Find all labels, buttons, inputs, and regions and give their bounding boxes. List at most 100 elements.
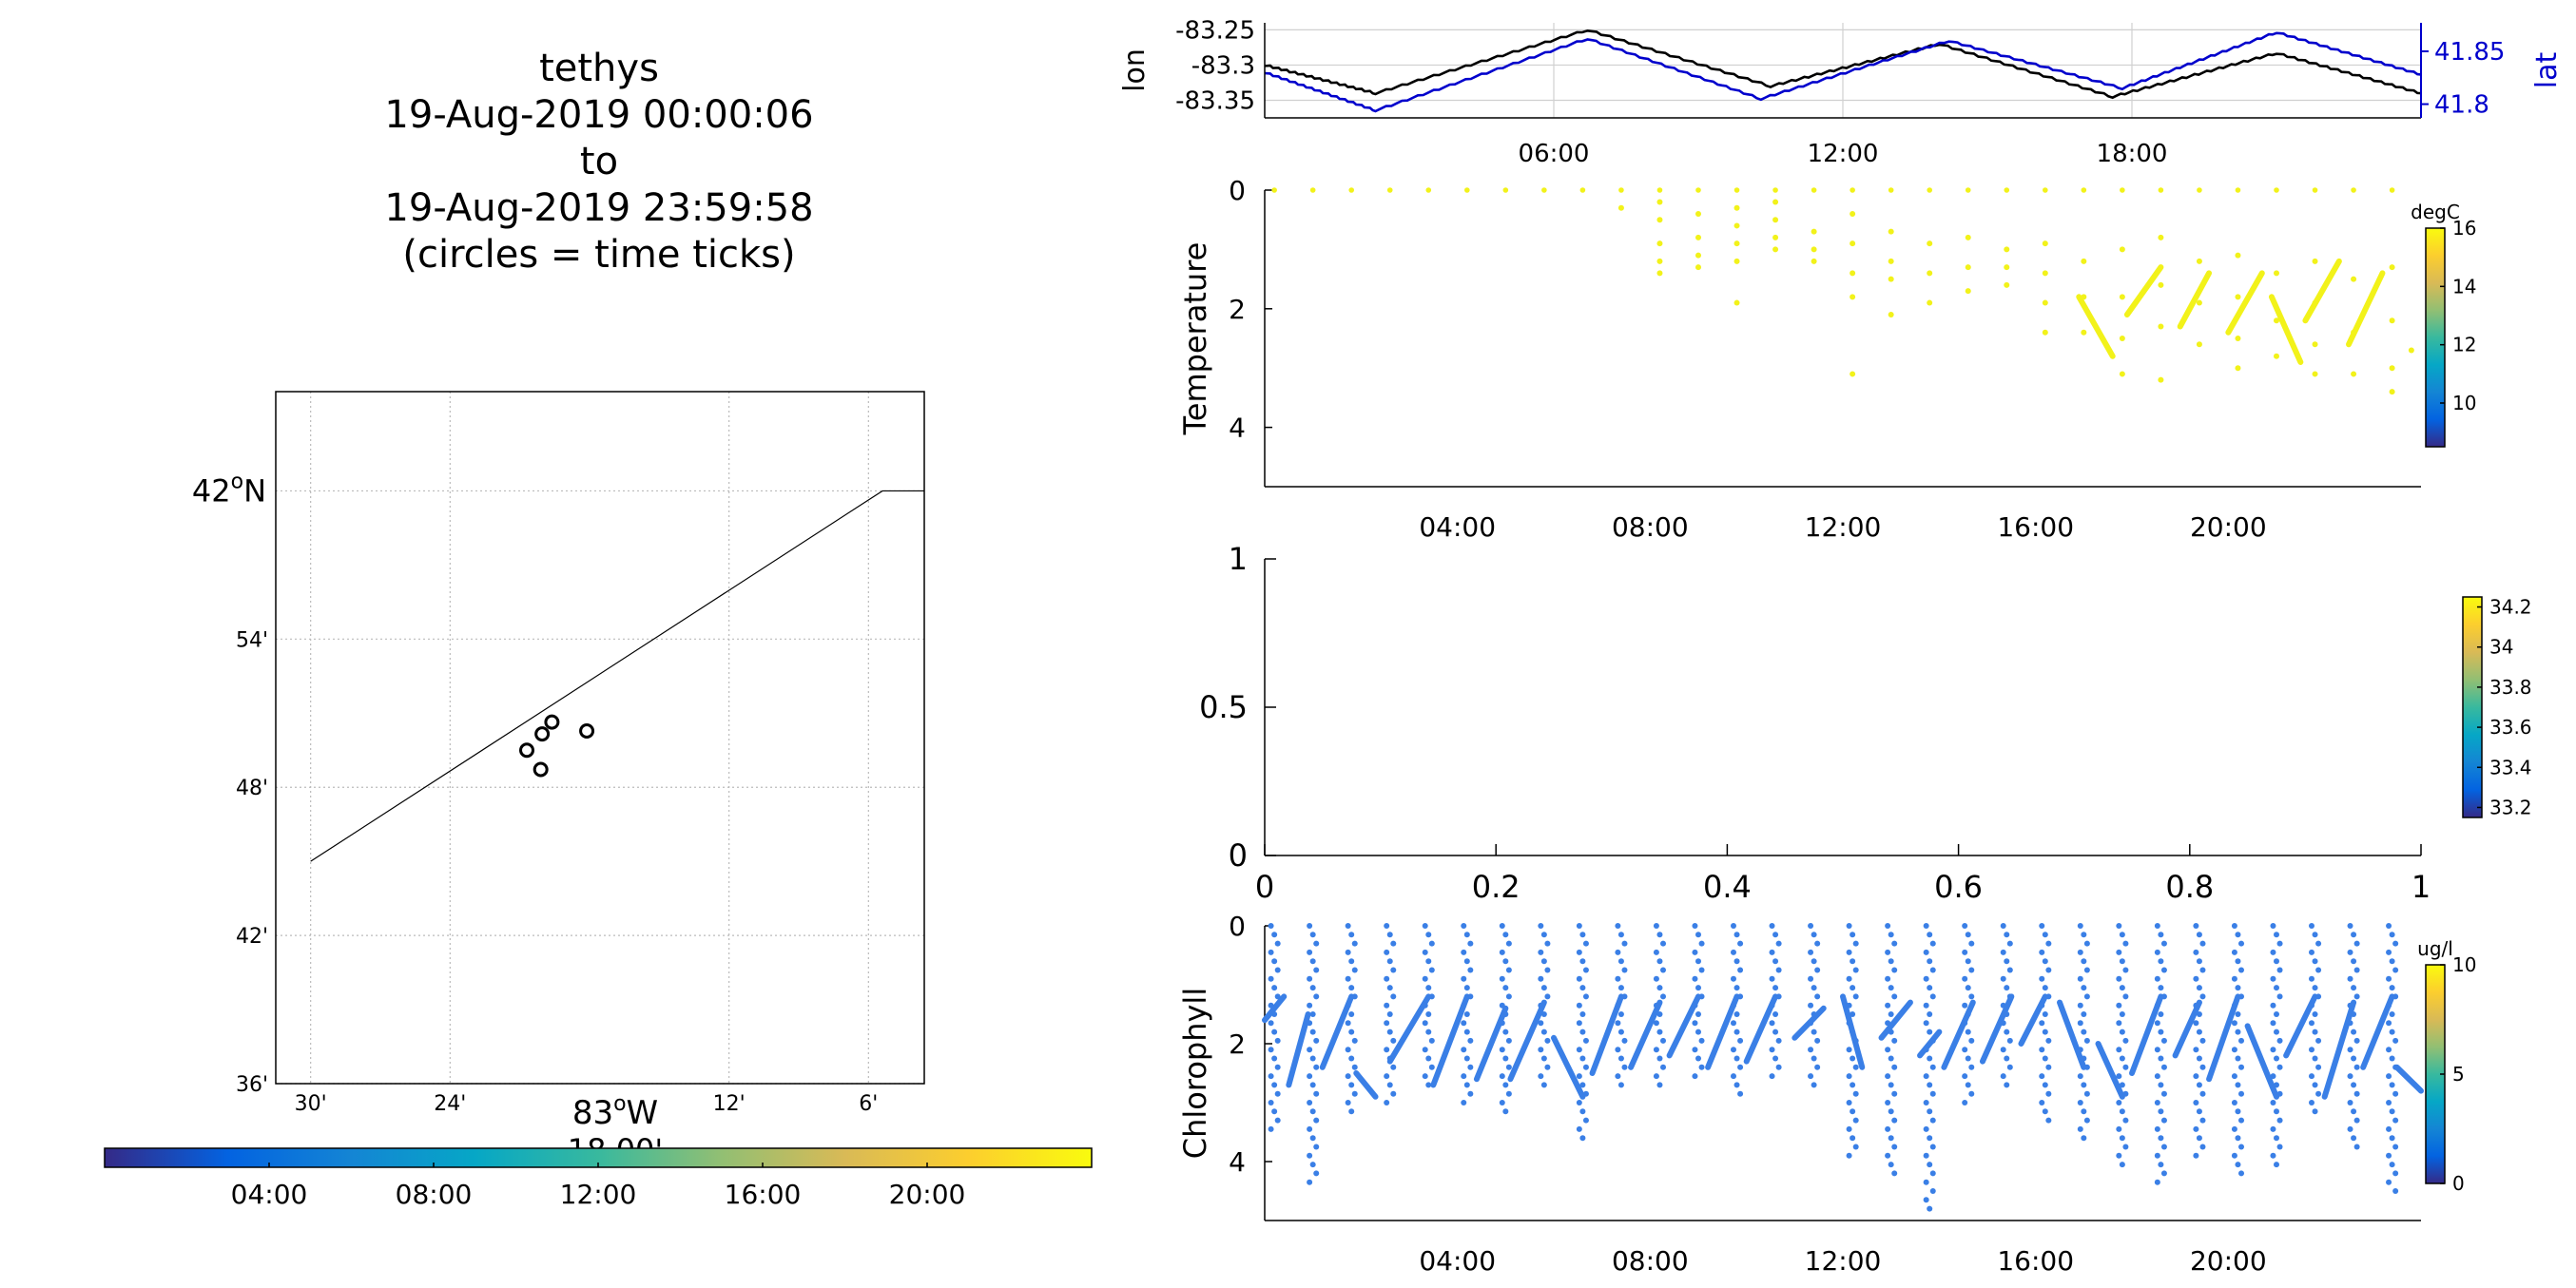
temperature-data-point [2120, 187, 2125, 193]
chlorophyll-data-point [1737, 1037, 1744, 1044]
chlorophyll-segment [1386, 993, 1432, 1065]
chlorophyll-data-point [1769, 1073, 1775, 1080]
chlorophyll-data-point [1384, 1020, 1390, 1027]
map-lat-tick-label: 54' [236, 628, 268, 652]
chlorophyll-data-point [1617, 932, 1624, 938]
chlorophyll-data-point [1653, 1020, 1659, 1027]
temperature-data-point [1541, 187, 1547, 193]
chlorophyll-data-point [1656, 985, 1663, 991]
chlorophyll-data-point [2083, 1090, 2090, 1097]
chlorophyll-data-point [1656, 958, 1663, 965]
time-colorbar-tick-label: 20:00 [889, 1179, 966, 1210]
chlorophyll-data-point [1351, 1090, 1358, 1097]
chlorophyll-data-point [1775, 993, 1782, 1000]
chlorophyll-data-point [2386, 923, 2392, 929]
chlorophyll-data-point [1698, 1064, 1705, 1070]
chlorophyll-data-point [1923, 949, 1929, 955]
chlorophyll-data-point [2312, 958, 2318, 965]
chlorophyll-data-point [2116, 1002, 2122, 1009]
chlorophyll-data-point [2158, 1011, 2164, 1017]
chlorophyll-data-point [2238, 1037, 2245, 1044]
temperature-data-point [1656, 258, 1663, 264]
chlorophyll-data-point [2238, 1117, 2245, 1124]
chlorophyll-data-point [1268, 923, 1274, 929]
chlorophyll-data-point [1268, 1047, 1274, 1053]
chlorophyll-data-point [1576, 1125, 1582, 1132]
chlorophyll-data-point [2045, 1090, 2052, 1097]
chlorophyll-data-point [1307, 975, 1313, 982]
chlorophyll-data-point [2154, 949, 2160, 955]
chlorophyll-data-point [1422, 1020, 1428, 1027]
chlorophyll-data-point [1425, 1082, 1432, 1088]
chlorophyll-segment [2057, 999, 2087, 1070]
chlorophyll-data-point [1891, 967, 1898, 973]
chlorophyll-data-point [2116, 1100, 2122, 1105]
chlorophyll-data-point [2193, 1047, 2199, 1053]
chlorophyll-data-point [1463, 932, 1470, 938]
chlorophyll-data-point [1929, 940, 1936, 947]
temperature-data-point [1695, 252, 1701, 259]
chlorophyll-segment [2321, 999, 2357, 1100]
temperature-y-tick-label: 2 [1229, 294, 1246, 325]
chlorophyll-data-point [2199, 940, 2206, 947]
chlorophyll-data-point [1384, 923, 1390, 929]
chlorophyll-data-point [1814, 993, 1821, 1000]
time-colorbar-tick-label: 16:00 [725, 1179, 802, 1210]
chlorophyll-data-point [1733, 1055, 1740, 1062]
temperature-data-point [1656, 199, 1663, 205]
chlorophyll-data-point [1811, 958, 1817, 965]
chlorophyll-data-point [1502, 1011, 1509, 1017]
temperature-data-point [1965, 234, 1971, 240]
chlorophyll-data-point [1927, 1028, 1933, 1035]
chlorophyll-data-point [2235, 1108, 2241, 1115]
chlorophyll-data-point [2276, 1090, 2283, 1097]
title-end: 19-Aug-2019 23:59:58 [384, 186, 814, 230]
chlorophyll-data-point [2351, 1028, 2357, 1035]
salinity-colorbar-tick-label: 33.6 [2489, 716, 2532, 739]
chlorophyll-data-point [2122, 1144, 2129, 1150]
time-colorbar-tick-label: 04:00 [231, 1179, 308, 1210]
chlorophyll-data-point [1850, 958, 1856, 965]
temperature-data-point [2119, 336, 2125, 341]
salinity-colorbar-tick-label: 34 [2489, 636, 2513, 659]
chlorophyll-data-point [1885, 1020, 1891, 1027]
chlorophyll-data-point [2119, 1162, 2125, 1168]
salinity-x-tick-label: 0.2 [1472, 869, 1520, 905]
chlorophyll-data-point [1579, 958, 1586, 965]
chlorophyll-data-point [2312, 1082, 2318, 1088]
chlorophyll-data-point [1538, 1073, 1544, 1080]
chlorophyll-data-point [1888, 985, 1894, 991]
chlorophyll-data-point [1309, 932, 1316, 938]
chlorophyll-segment [2393, 1064, 2424, 1094]
chlorophyll-data-point [2081, 932, 2087, 938]
temperature-data-point [1965, 288, 1971, 295]
chlorophyll-data-point [1692, 1020, 1698, 1027]
chlorophyll-data-point [2160, 940, 2167, 947]
lon-series-line [1264, 29, 2422, 100]
chlorophyll-data-point [1808, 1047, 1814, 1053]
chlorophyll-data-point [2312, 932, 2318, 938]
chlorophyll-data-point [2081, 1082, 2087, 1088]
temperature-data-point [2389, 317, 2395, 324]
chlorophyll-data-point [1772, 1011, 1779, 1017]
chlorophyll-data-point [1274, 1037, 1281, 1044]
temperature-data-point [1656, 217, 1663, 223]
chlorophyll-data-point [1582, 1090, 1589, 1097]
chlorophyll-data-point [2274, 1055, 2279, 1062]
chlorophyll-data-point [1965, 1055, 1971, 1062]
chlorophyll-data-point [1962, 1047, 1968, 1053]
temperature-data-point [2312, 299, 2318, 306]
chlorophyll-data-point [1386, 1011, 1393, 1017]
temperature-data-point [1850, 294, 1856, 300]
chlorophyll-data-point [1540, 958, 1547, 965]
chlorophyll-data-point [1348, 932, 1355, 938]
chlorophyll-data-point [1579, 1135, 1586, 1142]
chlorophyll-data-point [1274, 1117, 1281, 1124]
chlorophyll-data-point [2039, 1073, 2045, 1080]
chlorophyll-data-point [1309, 1082, 1316, 1088]
chlorophyll-data-point [2308, 923, 2315, 929]
chlorophyll-data-point [2231, 1125, 2237, 1132]
chlorophyll-data-point [1268, 1002, 1274, 1009]
chlorophyll-data-point [1505, 940, 1512, 947]
